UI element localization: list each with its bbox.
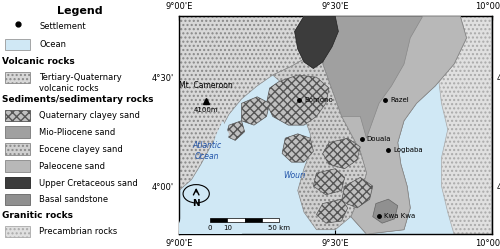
Text: Volcanic rocks: Volcanic rocks	[2, 57, 74, 66]
Text: Sediments/sedimentary rocks: Sediments/sedimentary rocks	[2, 95, 154, 104]
Text: Bomono: Bomono	[304, 97, 333, 103]
Text: Douala: Douala	[366, 136, 391, 142]
Text: Granitic rocks: Granitic rocks	[2, 211, 73, 220]
Polygon shape	[266, 75, 329, 125]
Bar	[6, 110, 30, 121]
Bar	[6, 194, 30, 205]
Bar	[6, 226, 30, 237]
Text: N: N	[192, 198, 200, 208]
Bar	[6, 72, 30, 83]
Bar	[6, 160, 30, 172]
Text: 0: 0	[208, 225, 212, 231]
Text: Basal sandstone: Basal sandstone	[39, 195, 108, 204]
Text: Tertiary-Quaternary
volcanic rocks: Tertiary-Quaternary volcanic rocks	[39, 73, 122, 93]
Text: Upper Cretaceous sand: Upper Cretaceous sand	[39, 179, 138, 187]
Bar	[228, 218, 244, 222]
Polygon shape	[179, 121, 254, 234]
Polygon shape	[314, 169, 344, 195]
Polygon shape	[373, 199, 398, 223]
Polygon shape	[323, 138, 360, 169]
Polygon shape	[294, 16, 339, 68]
Text: Atlantic
Ocean: Atlantic Ocean	[192, 141, 222, 161]
Text: Settlement: Settlement	[39, 22, 86, 31]
Text: Razel: Razel	[390, 97, 408, 103]
Text: Quaternary clayey sand: Quaternary clayey sand	[39, 111, 140, 120]
Text: Precambrian rocks: Precambrian rocks	[39, 227, 117, 236]
Bar	[6, 39, 30, 50]
Polygon shape	[226, 121, 244, 140]
Text: Paleocene sand: Paleocene sand	[39, 162, 105, 171]
Text: Mio-Pliocene sand: Mio-Pliocene sand	[39, 128, 116, 137]
Bar	[6, 177, 30, 188]
Text: Legend: Legend	[57, 6, 102, 16]
Text: Kwa Kwa: Kwa Kwa	[384, 213, 415, 219]
Text: 50 km: 50 km	[268, 225, 290, 231]
Polygon shape	[282, 134, 314, 162]
Bar	[262, 218, 279, 222]
Text: Mt. Cameroon: Mt. Cameroon	[178, 81, 233, 90]
Text: Ocean: Ocean	[39, 40, 66, 49]
Bar	[210, 218, 228, 222]
Text: Wouri: Wouri	[284, 171, 306, 180]
Bar	[244, 218, 262, 222]
Text: Eocene clayey sand: Eocene clayey sand	[39, 145, 123, 154]
Text: 10: 10	[223, 225, 232, 231]
Polygon shape	[179, 16, 351, 190]
Text: 4100m: 4100m	[193, 107, 218, 113]
Polygon shape	[242, 97, 270, 125]
Polygon shape	[342, 16, 466, 234]
Polygon shape	[342, 177, 373, 208]
Polygon shape	[316, 199, 348, 223]
Bar	[6, 143, 30, 155]
Polygon shape	[438, 16, 492, 234]
Polygon shape	[273, 16, 366, 230]
Text: Logbaba: Logbaba	[393, 147, 422, 153]
Polygon shape	[323, 16, 466, 234]
Bar	[6, 126, 30, 138]
